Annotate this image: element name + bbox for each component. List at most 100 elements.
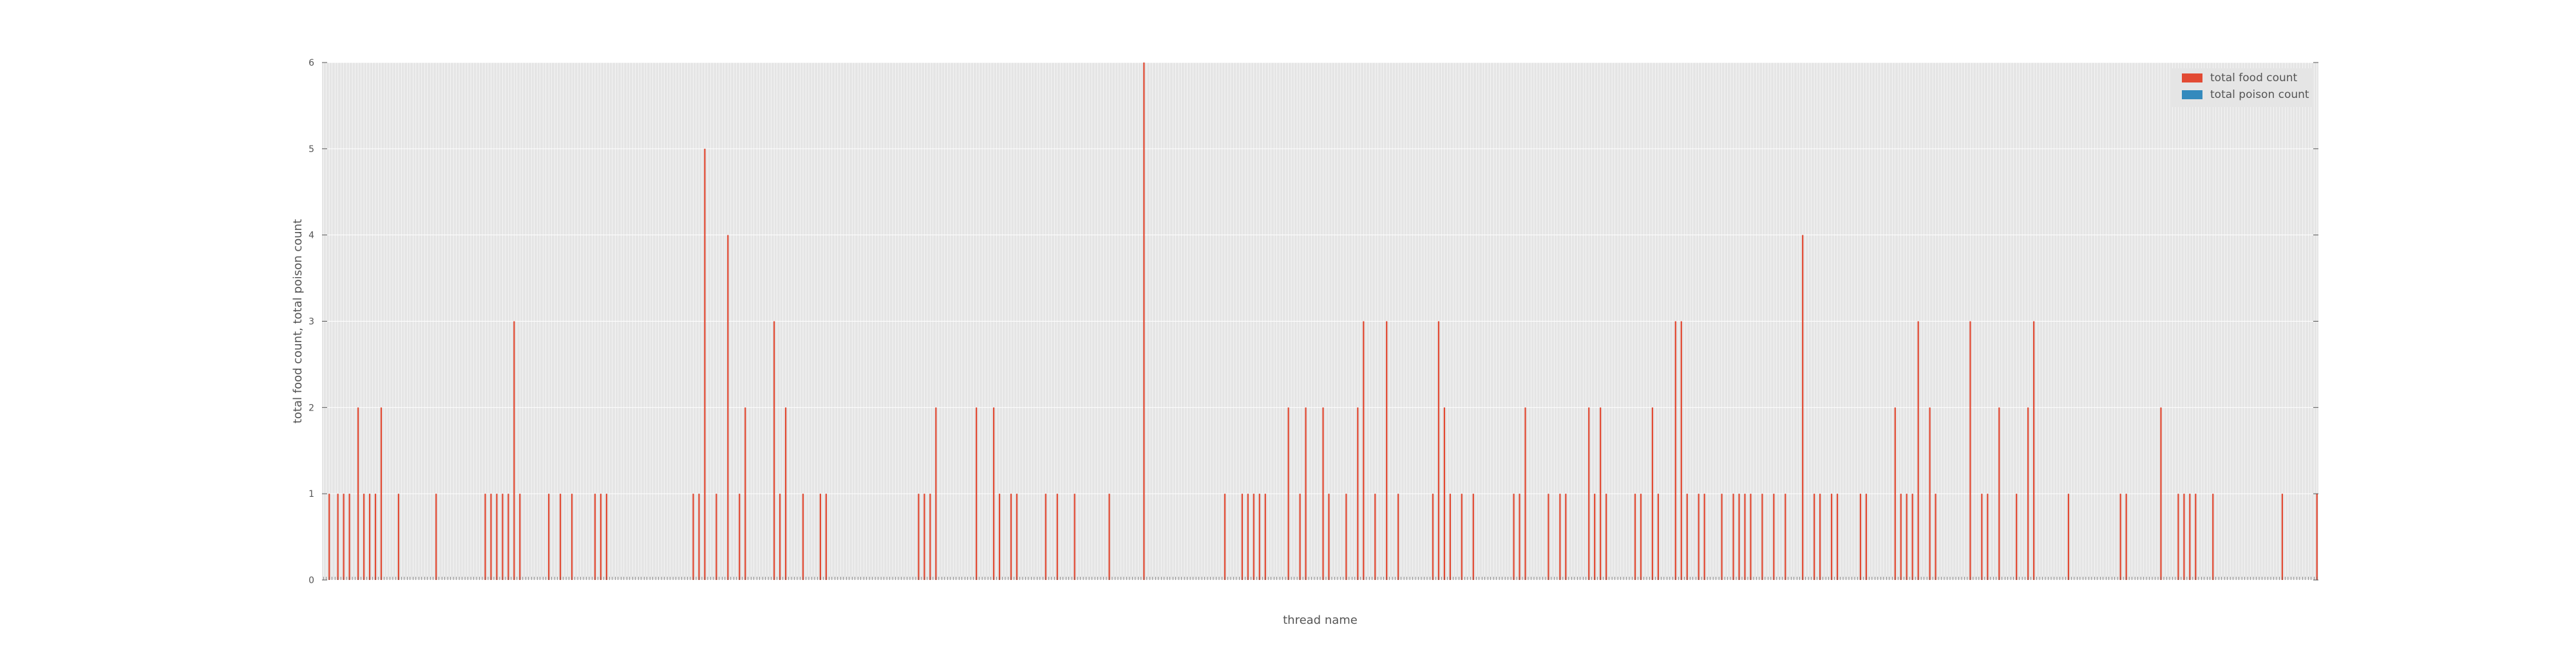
bar [1328, 494, 1330, 580]
bar [1981, 494, 1983, 580]
bar [374, 494, 377, 580]
y-tick-label: 2 [308, 403, 314, 413]
bar [1917, 321, 1919, 580]
bar [2125, 494, 2127, 580]
bar [484, 494, 486, 580]
bar [1363, 321, 1365, 580]
bar [1287, 407, 1289, 580]
bar [825, 494, 827, 580]
bar [1785, 494, 1786, 580]
bar [1732, 494, 1734, 580]
bar [363, 494, 365, 580]
bar [1461, 494, 1463, 580]
legend-swatch-food [2182, 73, 2202, 82]
bar [918, 494, 920, 580]
bar [2189, 494, 2191, 580]
bar [1802, 235, 1804, 581]
bar [600, 494, 602, 580]
bar [1738, 494, 1740, 580]
legend-label-poison: total poison count [2210, 88, 2309, 101]
bar [1305, 407, 1307, 580]
legend-swatch-poison [2182, 90, 2202, 99]
y-tick-label: 6 [308, 58, 314, 68]
bar [502, 494, 504, 580]
bar [513, 321, 515, 580]
bar [490, 494, 492, 580]
bar [2195, 494, 2197, 580]
bar [1513, 494, 1515, 580]
bar [2016, 494, 2018, 580]
bar [1935, 494, 1937, 580]
bar [1224, 494, 1226, 580]
bar [739, 494, 741, 580]
bar [2119, 494, 2121, 580]
bar [1524, 407, 1526, 580]
bar [1299, 494, 1301, 580]
bar [773, 321, 775, 580]
bar [704, 148, 706, 581]
bar [2032, 321, 2035, 580]
bar [727, 235, 729, 581]
bar [692, 494, 694, 580]
bar [605, 494, 608, 580]
bar [1640, 494, 1642, 580]
bar [1386, 321, 1388, 580]
bar [1357, 407, 1359, 580]
bar [2160, 407, 2162, 580]
bar [1074, 494, 1075, 580]
bar [2177, 494, 2179, 580]
bar [496, 494, 498, 580]
bar [1397, 494, 1399, 580]
y-tick-label: 0 [308, 575, 314, 586]
bar [1600, 407, 1602, 580]
bar [998, 494, 1001, 580]
bar [1056, 494, 1058, 580]
bar [802, 494, 804, 580]
bar [1819, 494, 1821, 580]
bar [2316, 494, 2318, 580]
bar [715, 494, 717, 580]
bar [1143, 63, 1145, 580]
bar [1900, 494, 1902, 580]
bar [2027, 407, 2029, 580]
bar [1929, 407, 1931, 580]
bar [1449, 494, 1452, 580]
bar [1548, 494, 1549, 580]
bar [1432, 494, 1434, 580]
bar [357, 407, 359, 580]
bar [2212, 494, 2214, 580]
bar [929, 494, 931, 580]
x-axis-ticks [323, 577, 2318, 580]
bar [328, 494, 330, 580]
bar [784, 407, 787, 580]
bar [337, 494, 339, 580]
bar [976, 407, 978, 580]
bar [1721, 494, 1723, 580]
bar [1010, 494, 1012, 580]
bar [519, 494, 521, 580]
bar [1865, 494, 1868, 580]
bar [1437, 321, 1440, 580]
bar [1241, 494, 1243, 580]
bar [935, 407, 937, 580]
bar [1634, 494, 1636, 580]
y-axis-ticks: 0 1 2 3 4 5 6 [308, 58, 2318, 586]
bar [1744, 494, 1746, 580]
bar [1345, 494, 1347, 580]
bar [1761, 494, 1763, 580]
y-tick-label: 5 [308, 144, 314, 155]
bar [1443, 407, 1446, 580]
bar [1750, 494, 1752, 580]
legend: total food count total poison count [2172, 68, 2313, 107]
y-tick-label: 4 [308, 231, 314, 241]
bar [1247, 494, 1249, 580]
bar [1472, 494, 1474, 580]
bar [2281, 494, 2284, 580]
bar [1605, 494, 1607, 580]
bar [1773, 494, 1775, 580]
bar [348, 494, 350, 580]
y-tick-label: 3 [308, 317, 314, 327]
bar [698, 494, 700, 580]
bar [992, 407, 995, 580]
